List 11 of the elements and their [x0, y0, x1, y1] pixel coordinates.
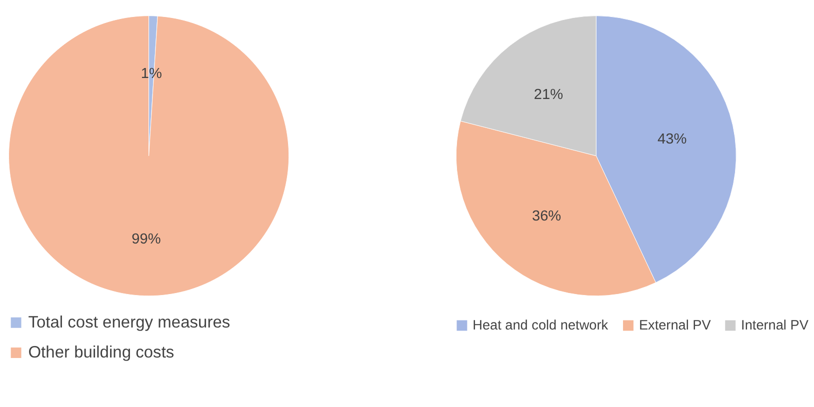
legend-label: External PV: [638, 317, 712, 332]
pie-slice: [8, 16, 289, 296]
legend-label: Internal PV: [741, 317, 810, 332]
data-label: 99%: [132, 231, 161, 248]
data-label: 1%: [140, 66, 162, 82]
data-label: 43%: [657, 132, 687, 148]
data-label: 21%: [534, 87, 564, 104]
legend-label: Total cost energy measures: [28, 312, 230, 332]
legend-label: Other building costs: [28, 342, 174, 362]
data-label: 36%: [532, 208, 562, 225]
legend-label: Heat and cold network: [472, 317, 608, 332]
